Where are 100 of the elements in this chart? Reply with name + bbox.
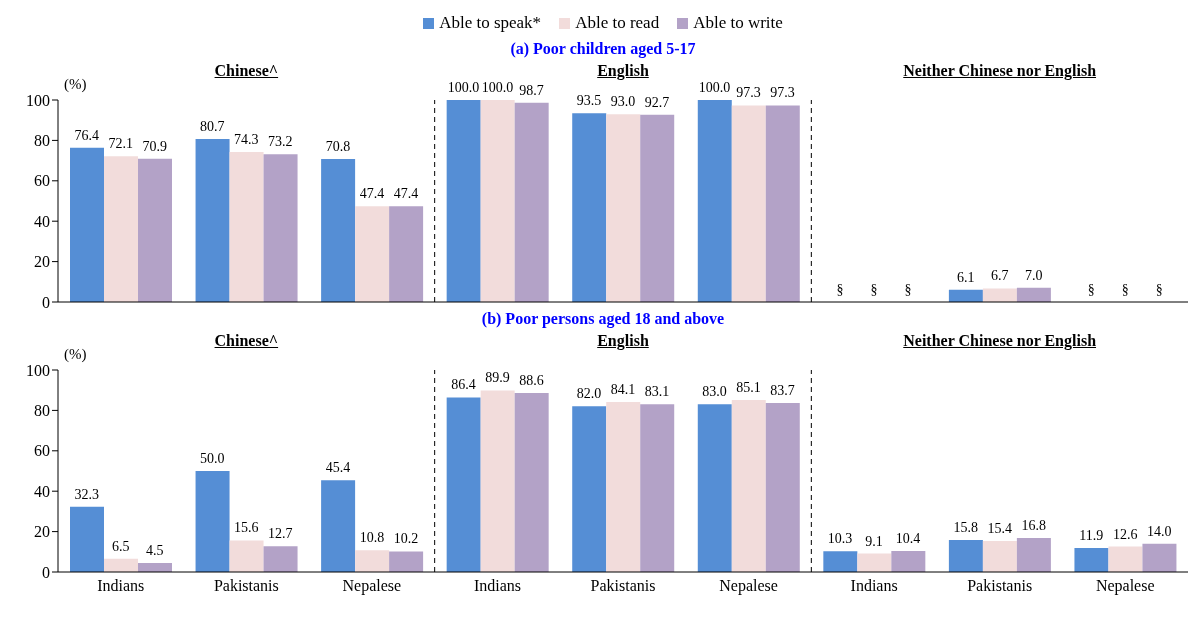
data-label: 93.5 xyxy=(575,92,603,110)
bar xyxy=(355,550,390,572)
y-tick-label: 80 xyxy=(34,402,50,420)
data-label: 86.4 xyxy=(450,376,477,394)
data-label: 32.3 xyxy=(73,485,100,503)
y-tick-label: 0 xyxy=(42,293,50,311)
x-tick-label: Indians xyxy=(850,577,898,595)
bar xyxy=(697,100,732,302)
data-label: 100.0 xyxy=(697,79,732,96)
data-label: 83.7 xyxy=(769,381,796,399)
data-label: 88.6 xyxy=(518,372,545,390)
bar xyxy=(572,113,607,302)
bar xyxy=(446,100,481,302)
bar xyxy=(948,540,983,572)
data-label: 9.1 xyxy=(864,532,884,550)
bar xyxy=(104,156,138,302)
bar xyxy=(104,558,138,572)
data-label: 12.6 xyxy=(1111,525,1139,543)
data-label: 12.7 xyxy=(267,525,294,543)
x-tick-label: Nepalese xyxy=(342,577,402,596)
y-axis-title: (%) xyxy=(64,346,87,363)
bar xyxy=(355,206,390,302)
y-tick-label: 0 xyxy=(42,563,50,581)
y-tick-label: 80 xyxy=(34,132,50,150)
data-label: 10.2 xyxy=(392,530,420,548)
bar xyxy=(606,114,641,302)
text: § xyxy=(870,282,878,297)
data-label: 4.5 xyxy=(145,541,165,559)
data-label: 47.4 xyxy=(358,185,386,203)
bar xyxy=(1142,543,1177,572)
bar xyxy=(514,102,549,302)
y-tick-label: 20 xyxy=(34,523,50,541)
x-tick-label: Pakistanis xyxy=(967,577,1033,595)
data-label: 89.9 xyxy=(484,369,511,387)
y-tick-label: 60 xyxy=(34,442,50,460)
bar xyxy=(195,138,230,302)
data-label: 10.3 xyxy=(826,530,854,548)
bar xyxy=(321,158,356,302)
bar xyxy=(514,393,549,572)
y-tick-label: 40 xyxy=(34,212,50,230)
bar xyxy=(1108,546,1143,572)
data-label: 70.8 xyxy=(324,137,352,155)
x-tick-label: Nepalese xyxy=(719,577,778,596)
bar xyxy=(195,471,230,572)
bar xyxy=(480,100,515,302)
data-label: 82.0 xyxy=(575,385,603,403)
legend-label: Able to speak* xyxy=(439,13,542,33)
data-label: 10.4 xyxy=(894,530,922,547)
bar xyxy=(765,105,800,302)
bar xyxy=(321,480,356,572)
y-tick-label: 100 xyxy=(26,361,50,379)
x-tick-label: Pakistanis xyxy=(213,577,279,595)
data-label: 10.8 xyxy=(358,529,386,547)
x-tick-label: Nepalese xyxy=(1095,577,1155,596)
y-tick-label: 40 xyxy=(34,482,50,500)
data-label: 97.3 xyxy=(769,84,796,102)
bar xyxy=(640,114,675,302)
bar xyxy=(606,402,641,572)
bar xyxy=(857,553,892,572)
bar xyxy=(389,206,424,302)
data-label: 70.9 xyxy=(141,137,168,155)
data-label: 6.7 xyxy=(989,267,1010,285)
bar xyxy=(389,551,424,572)
data-label: 45.4 xyxy=(324,459,352,477)
data-label: 15.6 xyxy=(233,519,260,537)
text: § xyxy=(1155,282,1163,297)
bar xyxy=(891,550,926,572)
data-label: 15.4 xyxy=(986,519,1013,537)
data-label: 15.8 xyxy=(952,519,979,537)
bar xyxy=(263,154,298,302)
x-tick-label: Indians xyxy=(473,577,521,595)
x-tick-label: Indians xyxy=(97,577,145,595)
text: § xyxy=(904,282,912,297)
bar xyxy=(982,288,1017,302)
data-label: 76.4 xyxy=(73,126,100,144)
bar xyxy=(572,406,607,572)
chart-title: (b) Poor persons aged 18 and above xyxy=(481,310,725,327)
data-label: 83.1 xyxy=(643,383,671,401)
bar xyxy=(1074,547,1109,572)
y-tick-label: 100 xyxy=(26,91,50,109)
y-axis-title: (%) xyxy=(64,76,87,93)
data-label: 92.7 xyxy=(643,93,671,111)
bar xyxy=(731,105,766,302)
text: § xyxy=(1121,282,1129,297)
bar xyxy=(697,404,732,572)
bar xyxy=(823,551,858,572)
bar xyxy=(765,402,800,572)
bar xyxy=(229,151,264,302)
data-label: 93.0 xyxy=(609,93,637,111)
bar xyxy=(480,390,515,572)
data-label: 14.0 xyxy=(1145,522,1173,540)
data-label: 100.0 xyxy=(480,79,515,96)
bar xyxy=(229,540,264,572)
bar xyxy=(446,397,481,572)
bar xyxy=(1016,538,1051,572)
data-label: 100.0 xyxy=(446,79,481,96)
y-tick-label: 60 xyxy=(34,172,50,190)
data-label: 6.1 xyxy=(955,268,976,286)
data-label: 74.3 xyxy=(233,130,260,148)
data-label: 85.1 xyxy=(735,379,762,397)
